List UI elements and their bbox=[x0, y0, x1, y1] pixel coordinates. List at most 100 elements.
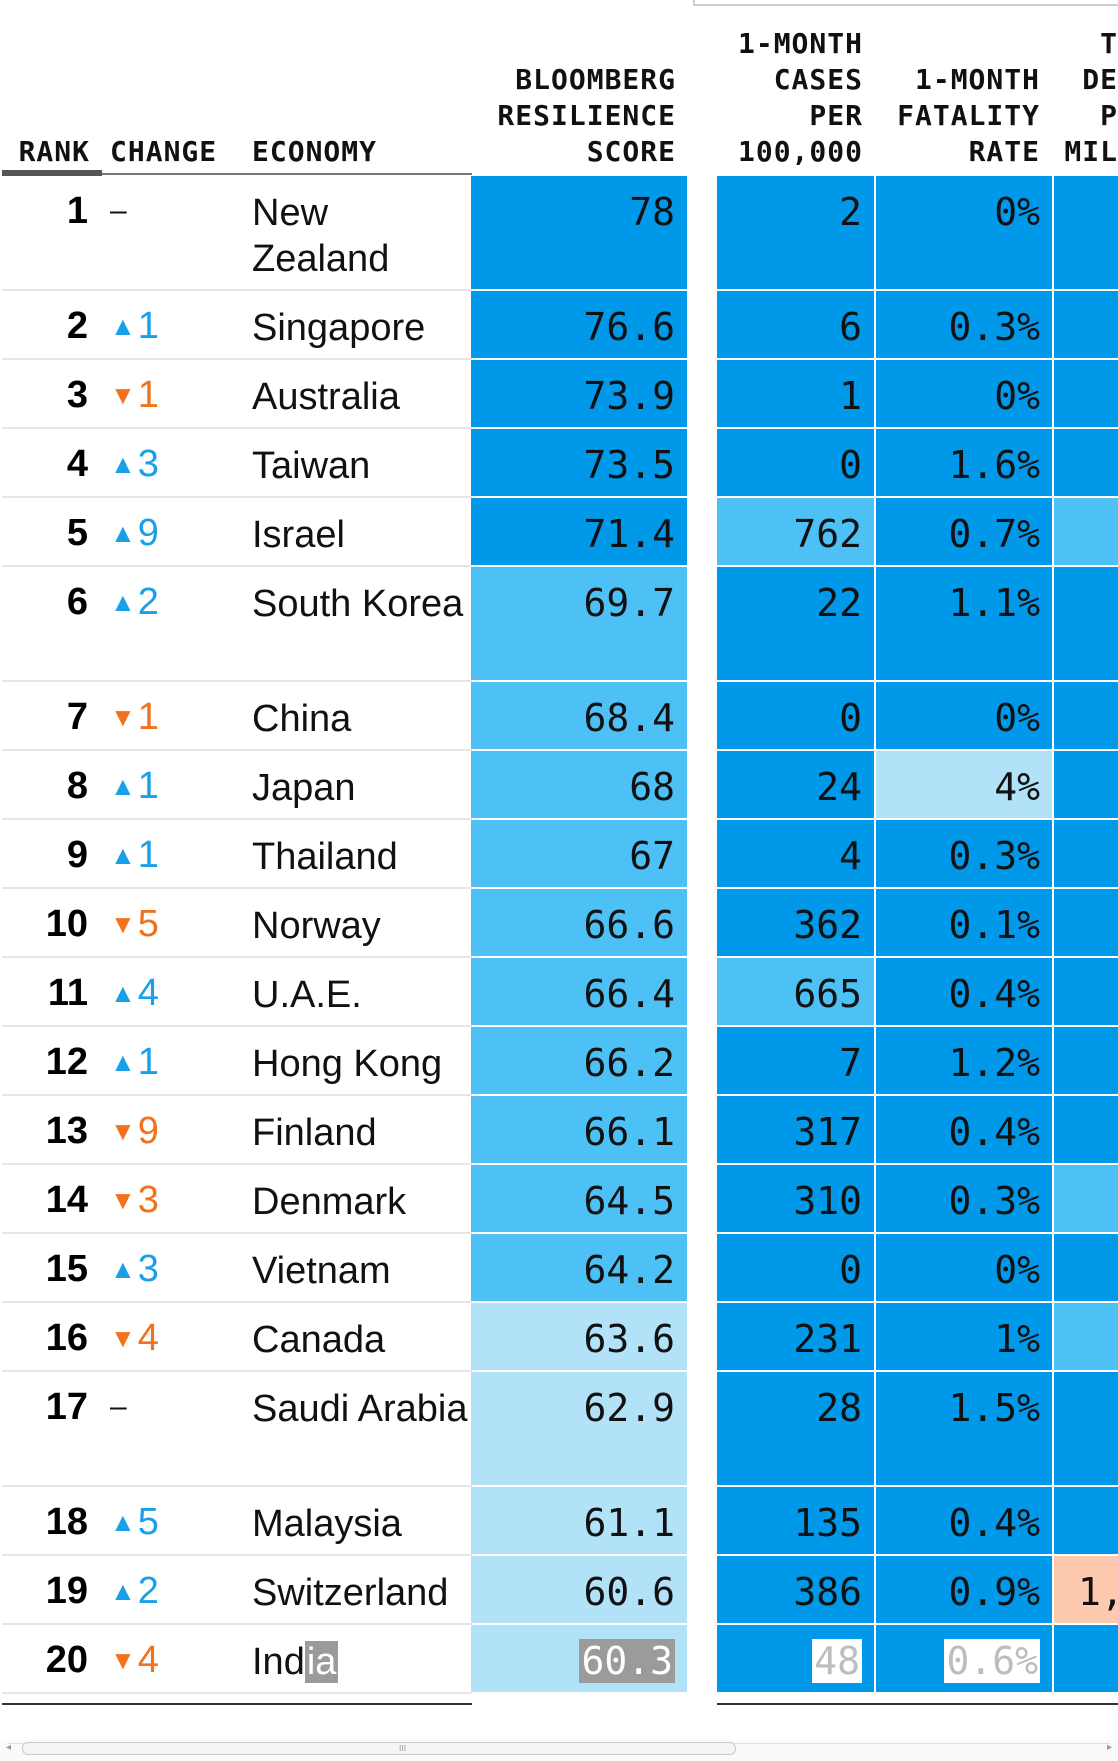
triangle-up-icon: ▲ bbox=[110, 1047, 136, 1077]
col-header-deaths[interactable]: T DE P MIL bbox=[1064, 27, 1118, 168]
fatality-cell: 1.6% bbox=[876, 429, 1052, 496]
table-row[interactable]: 3 ▼ 1 Australia 73.9 1 0% bbox=[0, 360, 1118, 429]
triangle-up-icon: ▲ bbox=[110, 311, 136, 341]
deaths-cell bbox=[1054, 1372, 1118, 1485]
cases-cell: 317 bbox=[717, 1096, 874, 1163]
col-header-change[interactable]: CHANGE bbox=[110, 135, 218, 168]
scrollbar-thumb[interactable]: III bbox=[22, 1742, 736, 1755]
score-cell: 67 bbox=[471, 820, 687, 887]
economy-text: Ind bbox=[252, 1641, 305, 1683]
economy-cell: China bbox=[252, 698, 352, 740]
fatality-cell: 4% bbox=[876, 751, 1052, 818]
rank-cell: 5 bbox=[66, 512, 88, 554]
score-cell: 63.6 bbox=[471, 1303, 687, 1370]
change-cell: ▼ 5 bbox=[110, 903, 159, 946]
table-row[interactable]: 6 ▲ 2 South Korea 69.7 22 1.1% bbox=[0, 567, 1118, 682]
cases-cell: 665 bbox=[717, 958, 874, 1025]
table-row[interactable]: 18 ▲ 5 Malaysia 61.1 135 0.4% bbox=[0, 1487, 1118, 1556]
deaths-cell bbox=[1054, 1487, 1118, 1554]
score-cell: 76.6 bbox=[471, 291, 687, 358]
economy-cell: Switzerland bbox=[252, 1572, 449, 1614]
col-header-economy[interactable]: ECONOMY bbox=[252, 135, 378, 168]
fatality-cell: 1.1% bbox=[876, 567, 1052, 680]
col-header-fatality[interactable]: 1-MONTH FATALITY RATE bbox=[897, 63, 1040, 168]
rank-cell: 14 bbox=[45, 1179, 88, 1221]
row-divider bbox=[2, 289, 472, 291]
score-cell: 78 bbox=[471, 176, 687, 289]
table-row[interactable]: 17– Saudi Arabia 62.9 28 1.5% bbox=[0, 1372, 1118, 1487]
row-divider bbox=[2, 1692, 472, 1694]
change-cell: ▲ 1 bbox=[110, 765, 159, 808]
col-header-score[interactable]: BLOOMBERG RESILIENCE SCORE bbox=[497, 63, 676, 168]
fatality-cell: 0.4% bbox=[876, 1487, 1052, 1554]
change-cell: ▲ 5 bbox=[110, 1501, 159, 1544]
deaths-cell bbox=[1054, 429, 1118, 496]
score-cell: 60.3 bbox=[471, 1625, 687, 1692]
row-divider bbox=[2, 1623, 472, 1625]
table-row[interactable]: 9 ▲ 1 Thailand 67 4 0.3% bbox=[0, 820, 1118, 889]
table-row[interactable]: 5 ▲ 9 Israel 71.4 762 0.7% bbox=[0, 498, 1118, 567]
change-value: 4 bbox=[137, 1317, 159, 1359]
row-divider bbox=[2, 1094, 472, 1096]
economy-cell: South Korea bbox=[252, 583, 464, 625]
table-row[interactable]: 4 ▲ 3 Taiwan 73.5 0 1.6% bbox=[0, 429, 1118, 498]
cases-cell: 22 bbox=[717, 567, 874, 680]
table-row[interactable]: 1– New Zealand 78 2 0% bbox=[0, 176, 1118, 291]
table-row[interactable]: 12 ▲ 1 Hong Kong 66.2 7 1.2% bbox=[0, 1027, 1118, 1096]
economy-cell: India bbox=[252, 1639, 472, 1685]
rank-cell: 18 bbox=[45, 1501, 88, 1543]
change-cell: ▼ 4 bbox=[110, 1317, 159, 1360]
change-value: 1 bbox=[137, 765, 159, 807]
table-row[interactable]: 2 ▲ 1 Singapore 76.6 6 0.3% bbox=[0, 291, 1118, 360]
change-value: 1 bbox=[137, 696, 159, 738]
col-header-cases[interactable]: 1-MONTH CASES PER 100,000 bbox=[737, 27, 863, 168]
horizontal-scrollbar[interactable]: ◂ III ▸ bbox=[0, 1740, 1118, 1761]
table-row[interactable]: 13 ▼ 9 Finland 66.1 317 0.4% bbox=[0, 1096, 1118, 1165]
cases-cell: 0 bbox=[717, 1234, 874, 1301]
table-row[interactable]: 8 ▲ 1 Japan 68 24 4% bbox=[0, 751, 1118, 820]
table-row[interactable]: 16 ▼ 4 Canada 63.6 231 1% bbox=[0, 1303, 1118, 1372]
score-cell: 64.5 bbox=[471, 1165, 687, 1232]
cases-cell: 4 bbox=[717, 820, 874, 887]
change-cell: ▼ 1 bbox=[110, 696, 159, 739]
change-value: 9 bbox=[137, 1110, 159, 1152]
cases-cell: 362 bbox=[717, 889, 874, 956]
cases-cell: 24 bbox=[717, 751, 874, 818]
table-row[interactable]: 10 ▼ 5 Norway 66.6 362 0.1% bbox=[0, 889, 1118, 958]
deaths-cell bbox=[1054, 751, 1118, 818]
change-value: 9 bbox=[137, 512, 159, 554]
table-row[interactable]: 20 ▼ 4 India 60.3 48 0.6% bbox=[0, 1625, 1118, 1694]
change-value: – bbox=[110, 194, 127, 227]
change-value: – bbox=[110, 1390, 127, 1423]
rank-cell: 4 bbox=[66, 443, 88, 485]
selected-text: 48 bbox=[812, 1639, 862, 1683]
deaths-cell bbox=[1054, 1234, 1118, 1301]
table-row[interactable]: 11 ▲ 4 U.A.E. 66.4 665 0.4% bbox=[0, 958, 1118, 1027]
table-row[interactable]: 7 ▼ 1 China 68.4 0 0% bbox=[0, 682, 1118, 751]
rank-cell: 15 bbox=[45, 1248, 88, 1290]
change-cell: ▲ 4 bbox=[110, 972, 159, 1015]
deaths-cell bbox=[1054, 1625, 1118, 1692]
change-cell: – bbox=[110, 1390, 127, 1424]
deaths-cell bbox=[1054, 567, 1118, 680]
deaths-cell bbox=[1054, 889, 1118, 956]
table-row[interactable]: 15 ▲ 3 Vietnam 64.2 0 0% bbox=[0, 1234, 1118, 1303]
rank-cell: 11 bbox=[47, 972, 88, 1014]
change-value: 4 bbox=[137, 1639, 159, 1681]
top-search-box-edge[interactable] bbox=[693, 0, 1118, 6]
economy-cell: Malaysia bbox=[252, 1503, 402, 1545]
score-cell: 73.9 bbox=[471, 360, 687, 427]
change-cell: ▲ 2 bbox=[110, 1570, 159, 1613]
change-cell: ▲ 3 bbox=[110, 1248, 159, 1291]
table-row[interactable]: 14 ▼ 3 Denmark 64.5 310 0.3% bbox=[0, 1165, 1118, 1234]
col-header-rank[interactable]: RANK bbox=[18, 135, 90, 168]
change-cell: ▲ 2 bbox=[110, 581, 159, 624]
deaths-cell: 1, bbox=[1054, 1556, 1118, 1623]
economy-cell: Hong Kong bbox=[252, 1043, 443, 1085]
change-cell: ▲ 1 bbox=[110, 1041, 159, 1084]
scroll-right-arrow-icon[interactable]: ▸ bbox=[1106, 1742, 1112, 1753]
cases-cell: 310 bbox=[717, 1165, 874, 1232]
scroll-left-arrow-icon[interactable]: ◂ bbox=[6, 1742, 12, 1753]
row-divider bbox=[2, 358, 472, 360]
